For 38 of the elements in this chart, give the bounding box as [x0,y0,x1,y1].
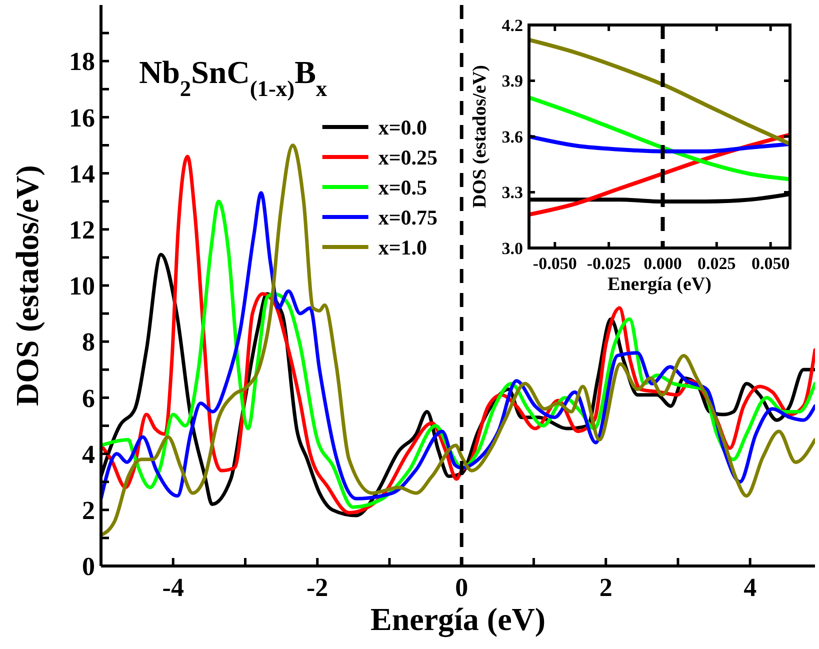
y-tick-label: 16 [69,103,95,132]
line-series [529,134,790,154]
y-tick-label: 6 [82,384,95,413]
x-tick-label: 0 [455,573,468,602]
y-tick-label: 10 [69,272,95,301]
legend-label: x=1.0 [378,235,428,260]
y-axis-title: DOS (estados/eV) [470,64,491,208]
legend-label: x=0.75 [378,205,438,230]
y-tick-label: 3.3 [502,183,523,202]
y-tick-label: 18 [69,47,95,76]
x-tick-label: -0.025 [586,254,631,273]
x-axis-title: Energía (eV) [608,274,712,295]
x-tick-label: 0.050 [751,254,790,273]
y-tick-label: 3.9 [502,72,523,91]
x-tick-label: -0.050 [532,254,577,273]
y-axis-title: DOS (estados/eV) [8,165,45,406]
y-tick-label: 4.2 [502,16,523,35]
x-tick-label: 4 [744,573,757,602]
y-tick-label: 14 [69,159,95,188]
y-tick-label: 3.0 [502,238,523,258]
line-series [529,38,790,146]
line-series [529,95,790,182]
x-tick-label: 2 [599,573,612,602]
x-axis-title: Energía (eV) [370,601,546,638]
y-tick-label: 4 [82,440,95,469]
y-tick-label: 2 [82,496,95,525]
legend-label: x=0.0 [378,115,428,140]
text: Nb$_{2}$SnC$_{(1-x)}$B$_{x}$ [139,54,328,100]
legend-label: x=0.5 [378,175,428,200]
x-tick-label: 0.025 [698,254,736,273]
legend-label: x=0.25 [378,145,438,170]
y-tick-label: 0 [82,552,95,582]
y-tick-label: 12 [69,216,95,244]
y-tick-label: 8 [82,328,95,357]
y-tick-label: 3.6 [502,127,523,146]
x-tick-label: 0.000 [644,254,682,273]
x-tick-label: -2 [306,573,328,602]
x-tick-label: -4 [162,573,184,602]
